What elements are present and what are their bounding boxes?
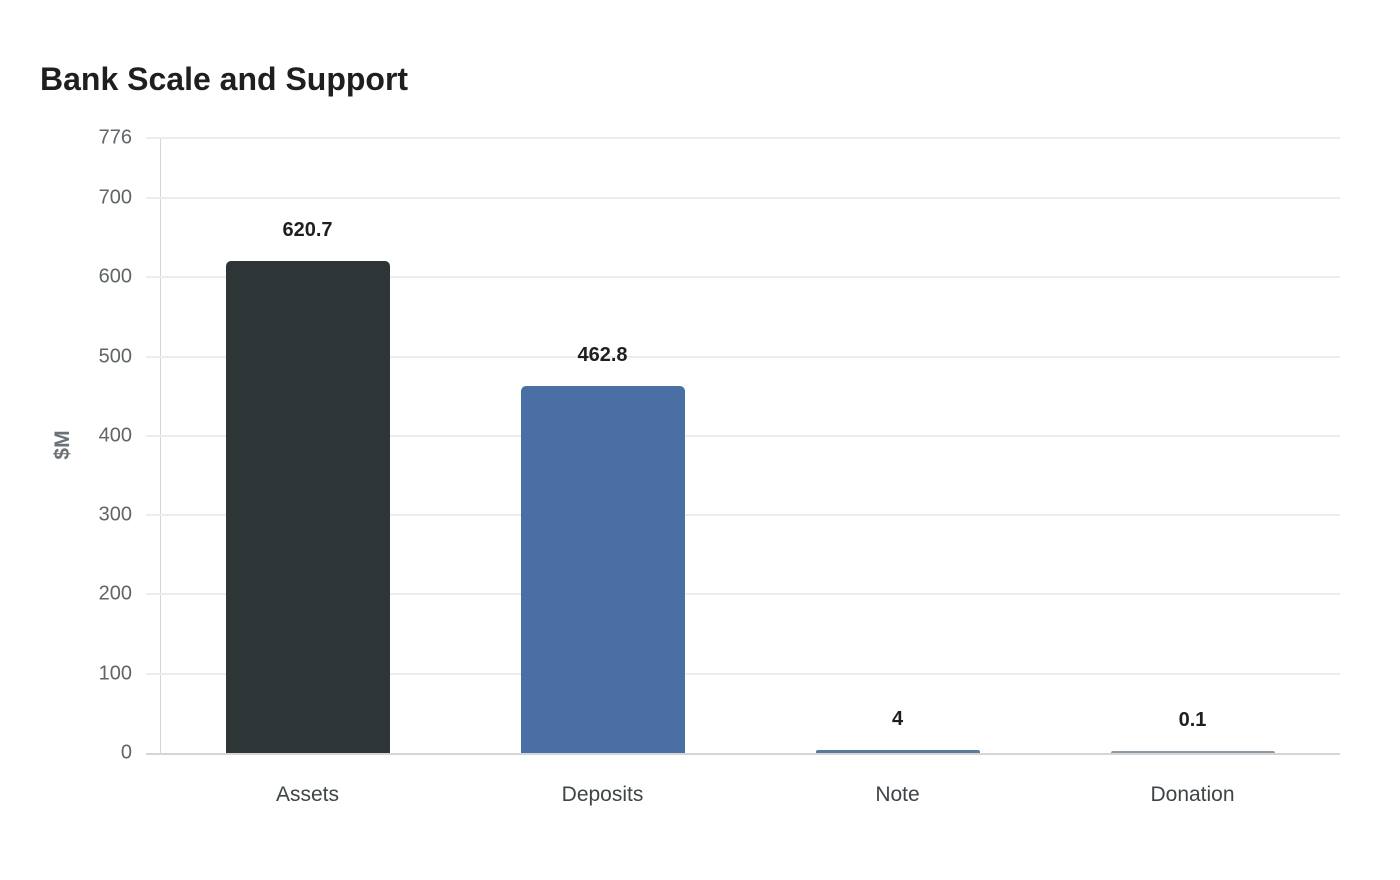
x-tick-label: Assets: [275, 783, 340, 806]
x-tick-label: Note: [875, 783, 920, 806]
gridline: [146, 593, 1340, 596]
y-axis-label: $M: [51, 430, 74, 460]
bar-note[interactable]: [815, 749, 980, 753]
y-tick-label: 400: [98, 424, 132, 447]
gridline: [146, 276, 1340, 279]
y-tick-label: 0: [120, 741, 132, 764]
y-tick-label: 776: [98, 126, 132, 149]
gridline: [146, 137, 1340, 139]
bar-donation[interactable]: [1110, 751, 1275, 753]
value-label: 0.1: [1178, 709, 1207, 731]
x-tick-label: Deposits: [561, 783, 644, 806]
value-label: 620.7: [282, 219, 333, 242]
gridline: [146, 197, 1340, 200]
y-tick-label: 600: [98, 265, 132, 288]
gridline: [146, 355, 1340, 358]
value-label: 4: [891, 707, 904, 730]
gridline: [146, 434, 1340, 437]
y-tick-label: 200: [98, 582, 132, 605]
y-tick-label: 500: [98, 345, 132, 368]
gridline: [146, 672, 1340, 675]
y-axis-line: [160, 138, 161, 754]
x-axis-line: [146, 753, 1340, 755]
y-tick-label: 100: [98, 662, 132, 685]
bar-assets[interactable]: [225, 261, 390, 753]
x-tick-label: Donation: [1150, 783, 1235, 806]
gridline: [146, 514, 1340, 517]
chart-title: Bank Scale and Support: [40, 61, 409, 97]
y-tick-label: 700: [98, 186, 132, 209]
bar-deposits[interactable]: [520, 386, 685, 753]
value-label: 462.8: [577, 344, 628, 367]
y-tick-label: 300: [98, 503, 132, 526]
